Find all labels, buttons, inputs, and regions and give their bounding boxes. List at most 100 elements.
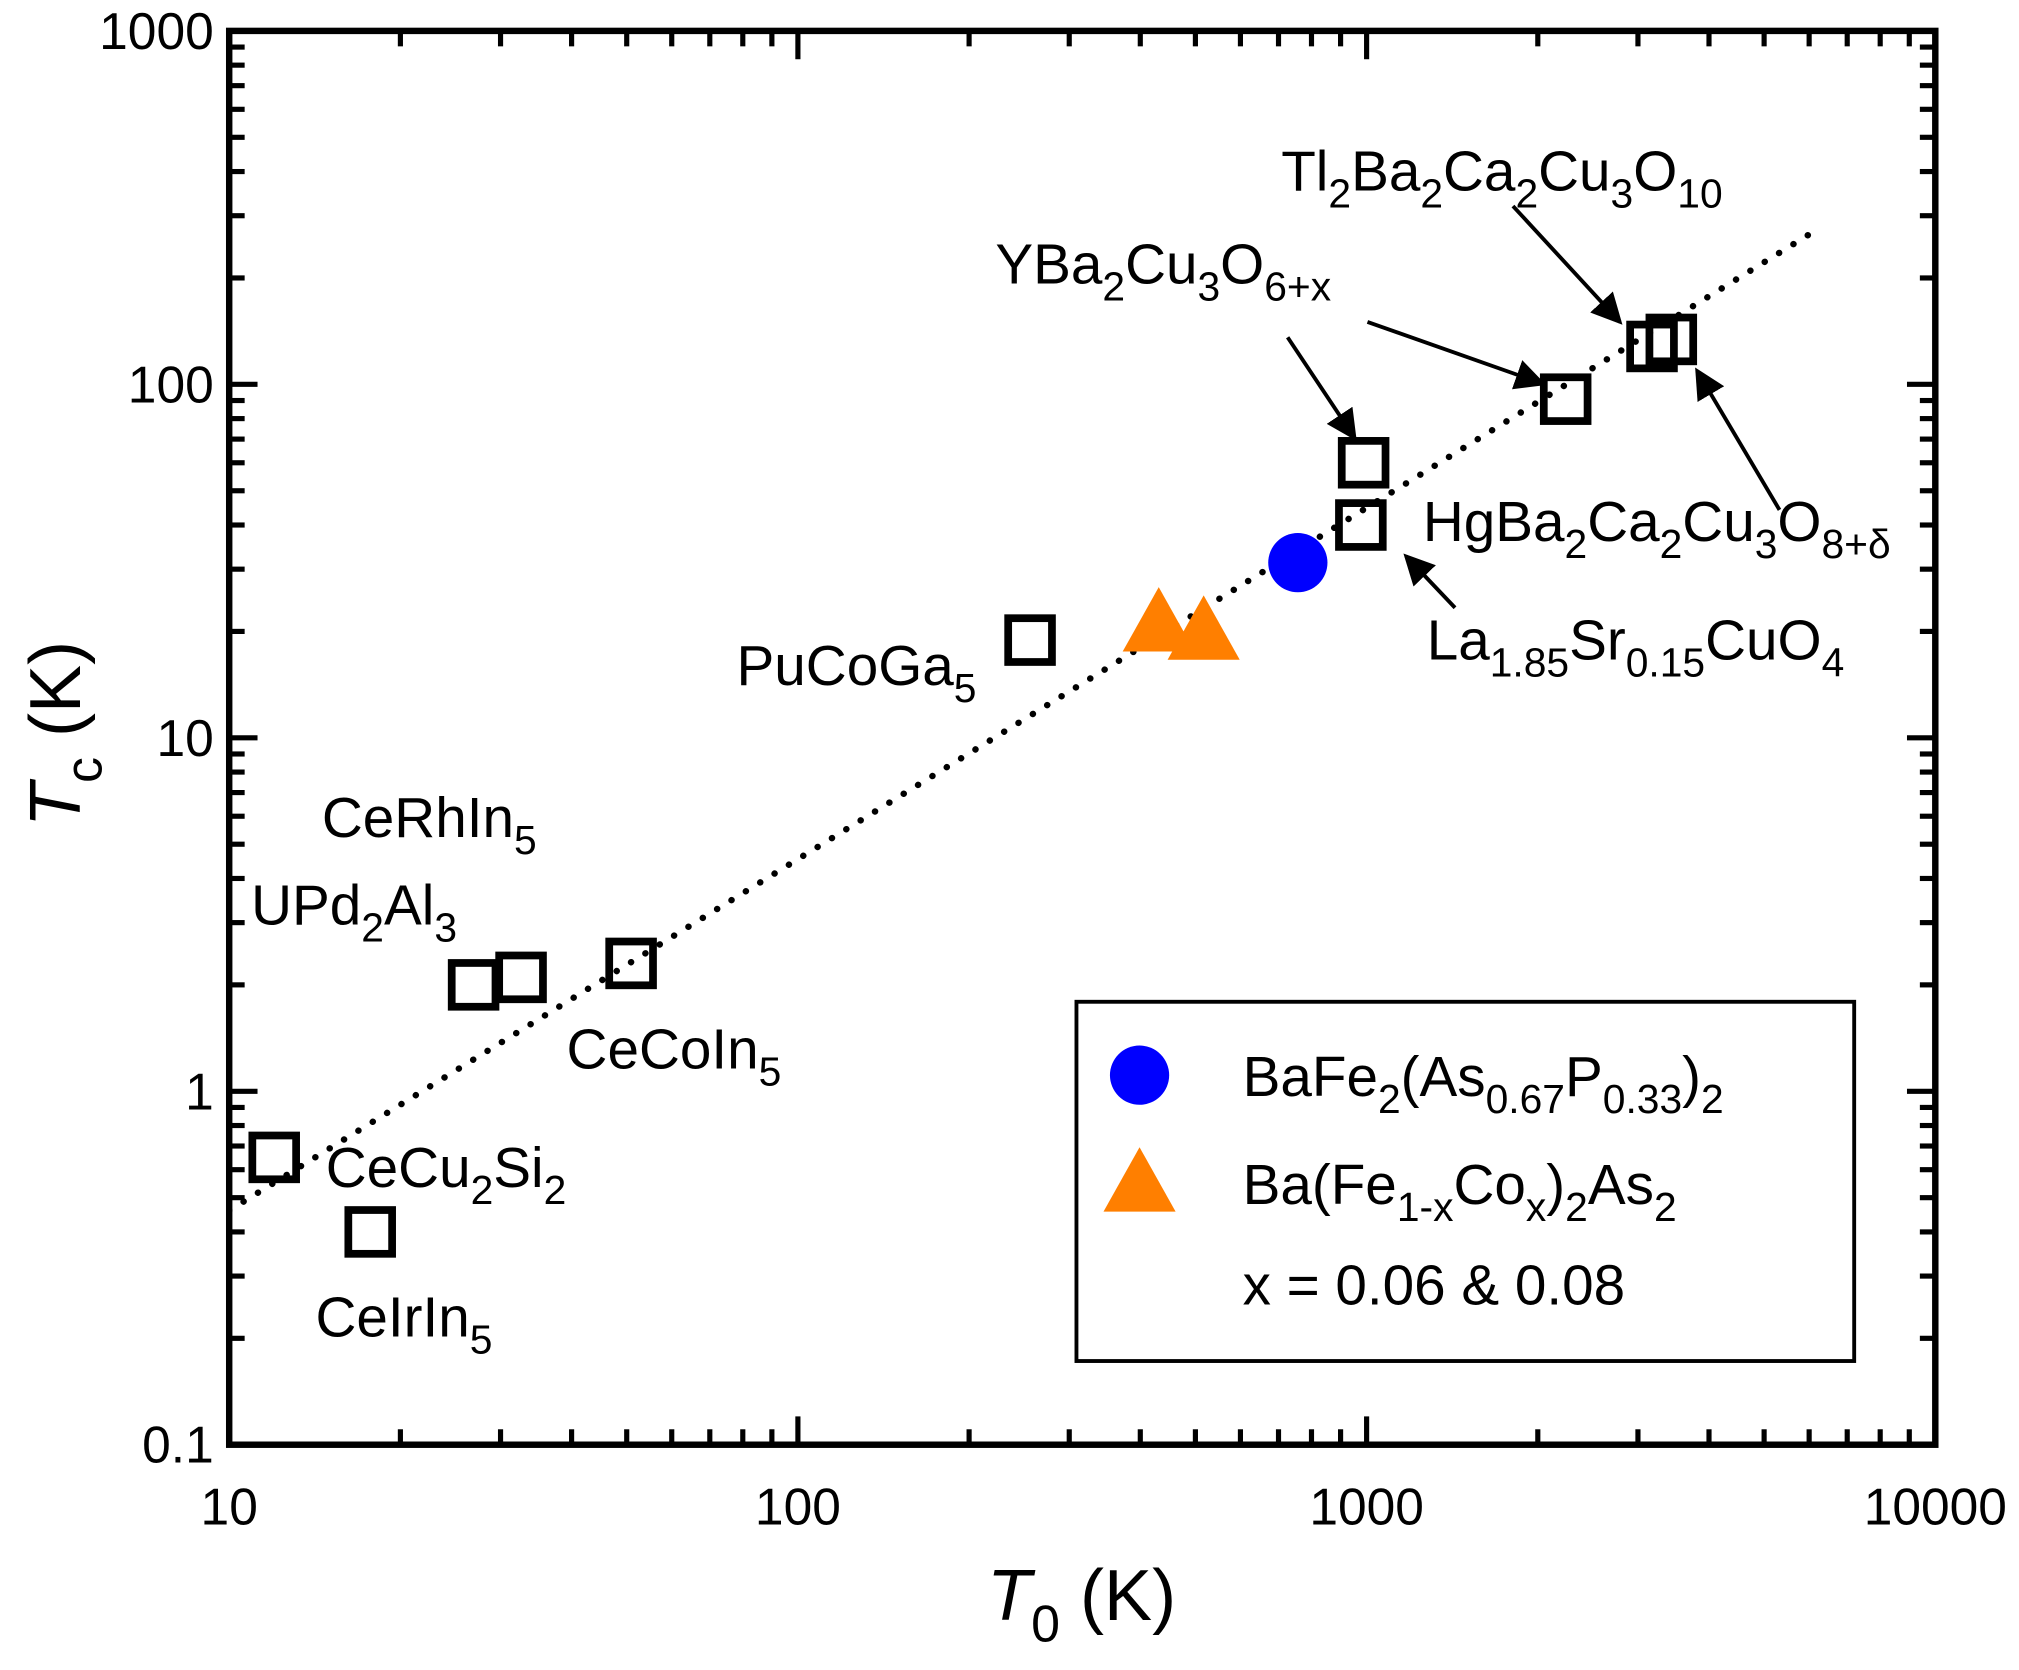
y-tick-label: 10 bbox=[156, 709, 213, 767]
square-marker bbox=[1337, 437, 1390, 489]
text-part: Cu bbox=[1682, 491, 1754, 554]
subscript: 2 bbox=[471, 1167, 494, 1213]
subscript: 2 bbox=[1420, 171, 1443, 217]
subscript: x bbox=[1526, 1184, 1546, 1230]
subscript: 3 bbox=[1755, 521, 1778, 567]
text-part: HgBa bbox=[1423, 491, 1565, 554]
text-part: La bbox=[1427, 609, 1491, 672]
subscript: 5 bbox=[954, 665, 977, 711]
annotation-arrow bbox=[1366, 320, 1547, 390]
subscript: 4 bbox=[1822, 639, 1845, 685]
text-part: Si bbox=[493, 1137, 543, 1200]
annotation-arrow bbox=[1286, 336, 1357, 442]
square-marker bbox=[1004, 614, 1056, 666]
label-text: Tc (K) bbox=[16, 641, 114, 827]
text-part: CeCoIn bbox=[567, 1019, 759, 1082]
x-tick-label: 1000 bbox=[1309, 1478, 1424, 1536]
square-marker bbox=[1335, 499, 1387, 551]
label-text: Tl2Ba2Ca2Cu3O10 bbox=[1281, 141, 1722, 217]
text-part: Ca bbox=[1443, 141, 1516, 204]
triangle-marker bbox=[1122, 587, 1195, 652]
label-text: BaFe2(As0.67P0.33)2 bbox=[1243, 1046, 1724, 1122]
y-tick-label: 100 bbox=[128, 355, 214, 413]
text-part: As bbox=[1588, 1154, 1654, 1217]
text-part: PuCoGa bbox=[737, 635, 955, 698]
text-part: T bbox=[987, 1556, 1036, 1636]
y-tick-label: 1000 bbox=[99, 2, 214, 60]
label-text: UPd2Al3 bbox=[251, 875, 457, 951]
square-marker bbox=[344, 1206, 396, 1258]
label-text: CeRhIn5 bbox=[322, 787, 537, 863]
subscript: 3 bbox=[1611, 171, 1634, 217]
text-part: CeCu bbox=[326, 1137, 471, 1200]
text-part: CuO bbox=[1705, 609, 1821, 672]
triangle-marker bbox=[1103, 1147, 1176, 1212]
text-part: BaFe bbox=[1243, 1046, 1378, 1109]
text-part: O bbox=[1220, 233, 1264, 296]
subscript: 1-x bbox=[1397, 1184, 1454, 1230]
text-part: UPd bbox=[251, 875, 361, 938]
square-marker bbox=[1539, 373, 1592, 425]
text-part: Ca bbox=[1587, 491, 1660, 554]
subscript: 2 bbox=[1102, 263, 1125, 309]
text-part: Tl bbox=[1281, 141, 1328, 204]
fit-line bbox=[225, 228, 1817, 1214]
text-part: CeRhIn bbox=[322, 787, 514, 850]
subscript: 0 bbox=[1031, 1595, 1060, 1653]
subscript: 0.67 bbox=[1486, 1076, 1565, 1122]
triangle-marker bbox=[1167, 595, 1240, 660]
square-marker bbox=[605, 937, 657, 990]
subscript: 1.85 bbox=[1490, 639, 1569, 685]
subscript: 2 bbox=[1515, 171, 1538, 217]
text-part: O bbox=[1777, 491, 1821, 554]
subscript: 2 bbox=[544, 1167, 567, 1213]
square-marker bbox=[248, 1131, 300, 1184]
text-part: Co bbox=[1453, 1154, 1525, 1217]
text-part: Al bbox=[384, 875, 434, 938]
text-part: CeIrIn bbox=[315, 1287, 469, 1350]
y-tick-label: 1 bbox=[185, 1062, 214, 1120]
text-part: Cu bbox=[1125, 233, 1197, 296]
subscript: 2 bbox=[1378, 1076, 1401, 1122]
subscript: 10 bbox=[1677, 171, 1722, 217]
annotation-arrow bbox=[1695, 367, 1782, 511]
subscript: 2 bbox=[1565, 1184, 1588, 1230]
subscript: 5 bbox=[514, 817, 537, 863]
subscript: c bbox=[55, 757, 113, 783]
label-text: YBa2Cu3O6+x bbox=[995, 233, 1331, 309]
text-part: ) bbox=[1546, 1154, 1565, 1217]
subscript: 5 bbox=[759, 1049, 782, 1095]
text-part: YBa bbox=[995, 233, 1103, 296]
square-marker bbox=[495, 951, 547, 1004]
circle-marker bbox=[1109, 1045, 1170, 1105]
label-text: T0 (K) bbox=[987, 1556, 1176, 1654]
label-text: CeIrIn5 bbox=[315, 1287, 492, 1363]
text-part: ) bbox=[1682, 1046, 1701, 1109]
subscript: 8+δ bbox=[1821, 521, 1890, 567]
circle-marker bbox=[1268, 533, 1328, 593]
x-tick-label: 10000 bbox=[1864, 1478, 2007, 1536]
label-text: PuCoGa5 bbox=[737, 635, 977, 711]
subscript: 2 bbox=[1701, 1076, 1724, 1122]
text-part: Ba(Fe bbox=[1243, 1154, 1397, 1217]
square-marker bbox=[447, 959, 500, 1011]
text-part: (As bbox=[1401, 1046, 1486, 1109]
legend-note: x = 0.06 & 0.08 bbox=[1243, 1254, 1626, 1317]
label-text: CeCoIn5 bbox=[567, 1019, 782, 1095]
subscript: 3 bbox=[1197, 263, 1220, 309]
subscript: 2 bbox=[1328, 171, 1351, 217]
text-part: Cu bbox=[1538, 141, 1610, 204]
text-part: Sr bbox=[1569, 609, 1626, 672]
annotation-arrow bbox=[1403, 553, 1457, 610]
label-text: CeCu2Si2 bbox=[326, 1137, 567, 1213]
annotation-arrow bbox=[1511, 204, 1623, 325]
text-part: Ba bbox=[1351, 141, 1421, 204]
label-text: Ba(Fe1-xCox)2As2 bbox=[1243, 1154, 1677, 1230]
text-part: (K) bbox=[1060, 1556, 1176, 1636]
y-tick-label: 0.1 bbox=[142, 1416, 214, 1474]
subscript: 0.15 bbox=[1626, 639, 1705, 685]
x-tick-label: 100 bbox=[755, 1478, 841, 1536]
